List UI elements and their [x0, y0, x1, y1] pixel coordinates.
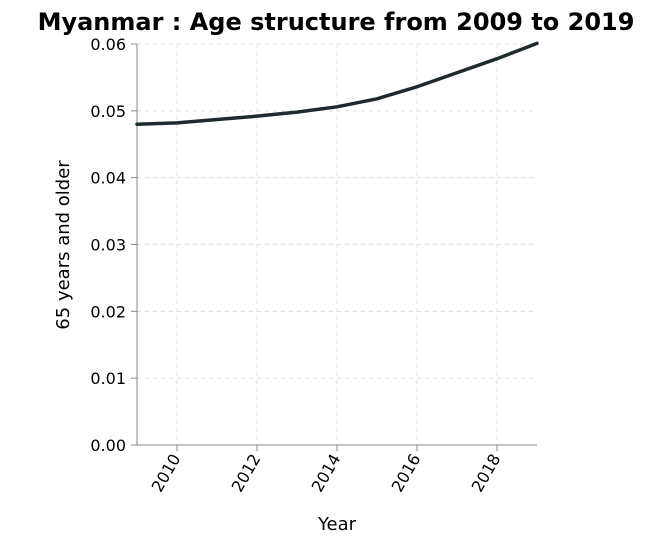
series-layer: [135, 41, 539, 126]
y-tick-label: 0.01: [90, 369, 126, 388]
y-tick-label: 0.03: [90, 236, 126, 255]
y-tick-label: 0.02: [90, 302, 126, 321]
x-tick-label: 2014: [308, 451, 345, 496]
x-axis-ticks: 2010 2012 2014 2016 2018: [148, 445, 505, 496]
x-tick-label: 2016: [388, 451, 425, 496]
y-tick-label: 0.05: [90, 102, 126, 121]
x-tick-label: 2010: [148, 451, 185, 496]
y-tick-label: 0.06: [90, 35, 126, 54]
grid-lines: [137, 43, 537, 446]
y-axis-ticks: 0.00 0.01 0.02 0.03 0.04 0.05 0.06: [90, 35, 137, 455]
x-tick-label: 2012: [228, 451, 265, 496]
series-line: [135, 41, 539, 126]
chart-title: Myanmar : Age structure from 2009 to 201…: [38, 8, 635, 36]
y-tick-label: 0.00: [90, 436, 126, 455]
y-axis-label: 65 years and older: [53, 160, 74, 330]
y-tick-label: 0.04: [90, 169, 126, 188]
x-axis-label: Year: [317, 514, 357, 535]
x-tick-label: 2018: [468, 451, 505, 496]
